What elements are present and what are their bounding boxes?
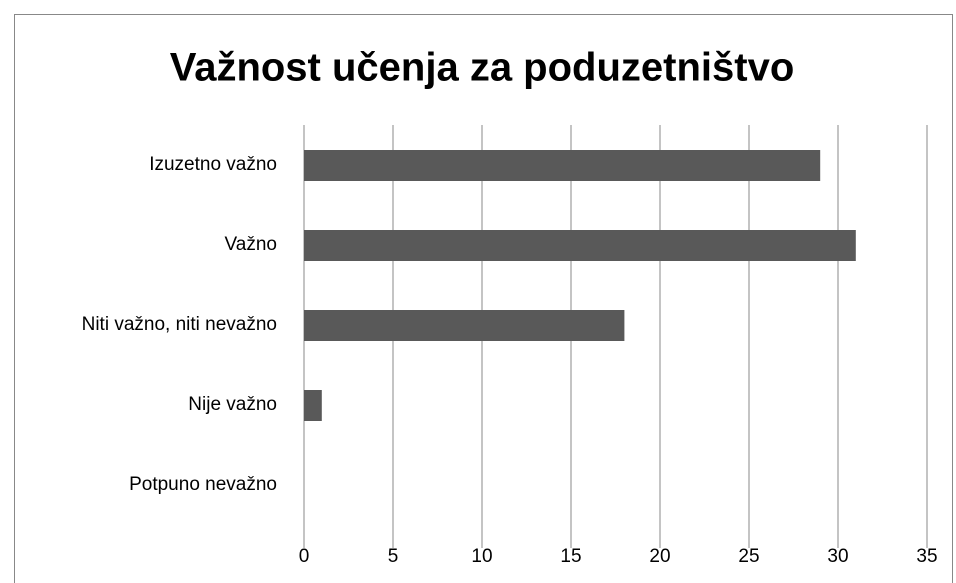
y-tick-label: Važno [225, 234, 277, 255]
x-tick-label: 35 [916, 546, 937, 567]
x-tick-label: 15 [560, 546, 581, 567]
y-tick-label: Niti važno, niti nevažno [82, 314, 277, 335]
y-tick-label: Nije važno [188, 394, 277, 415]
bar [304, 310, 625, 341]
x-tick-label: 5 [388, 546, 399, 567]
x-tick-label: 30 [827, 546, 848, 567]
y-tick-label: Izuzetno važno [149, 154, 277, 175]
bar [304, 150, 821, 181]
y-tick-label: Potpuno nevažno [129, 474, 277, 495]
x-tick-label: 10 [471, 546, 492, 567]
x-tick-label: 0 [299, 546, 310, 567]
chart-frame [14, 14, 953, 583]
bar [304, 230, 856, 261]
chart-title: Važnost učenja za poduzetništvo [170, 46, 795, 90]
x-tick-label: 20 [649, 546, 670, 567]
x-tick-label: 25 [738, 546, 759, 567]
bar [304, 390, 322, 421]
